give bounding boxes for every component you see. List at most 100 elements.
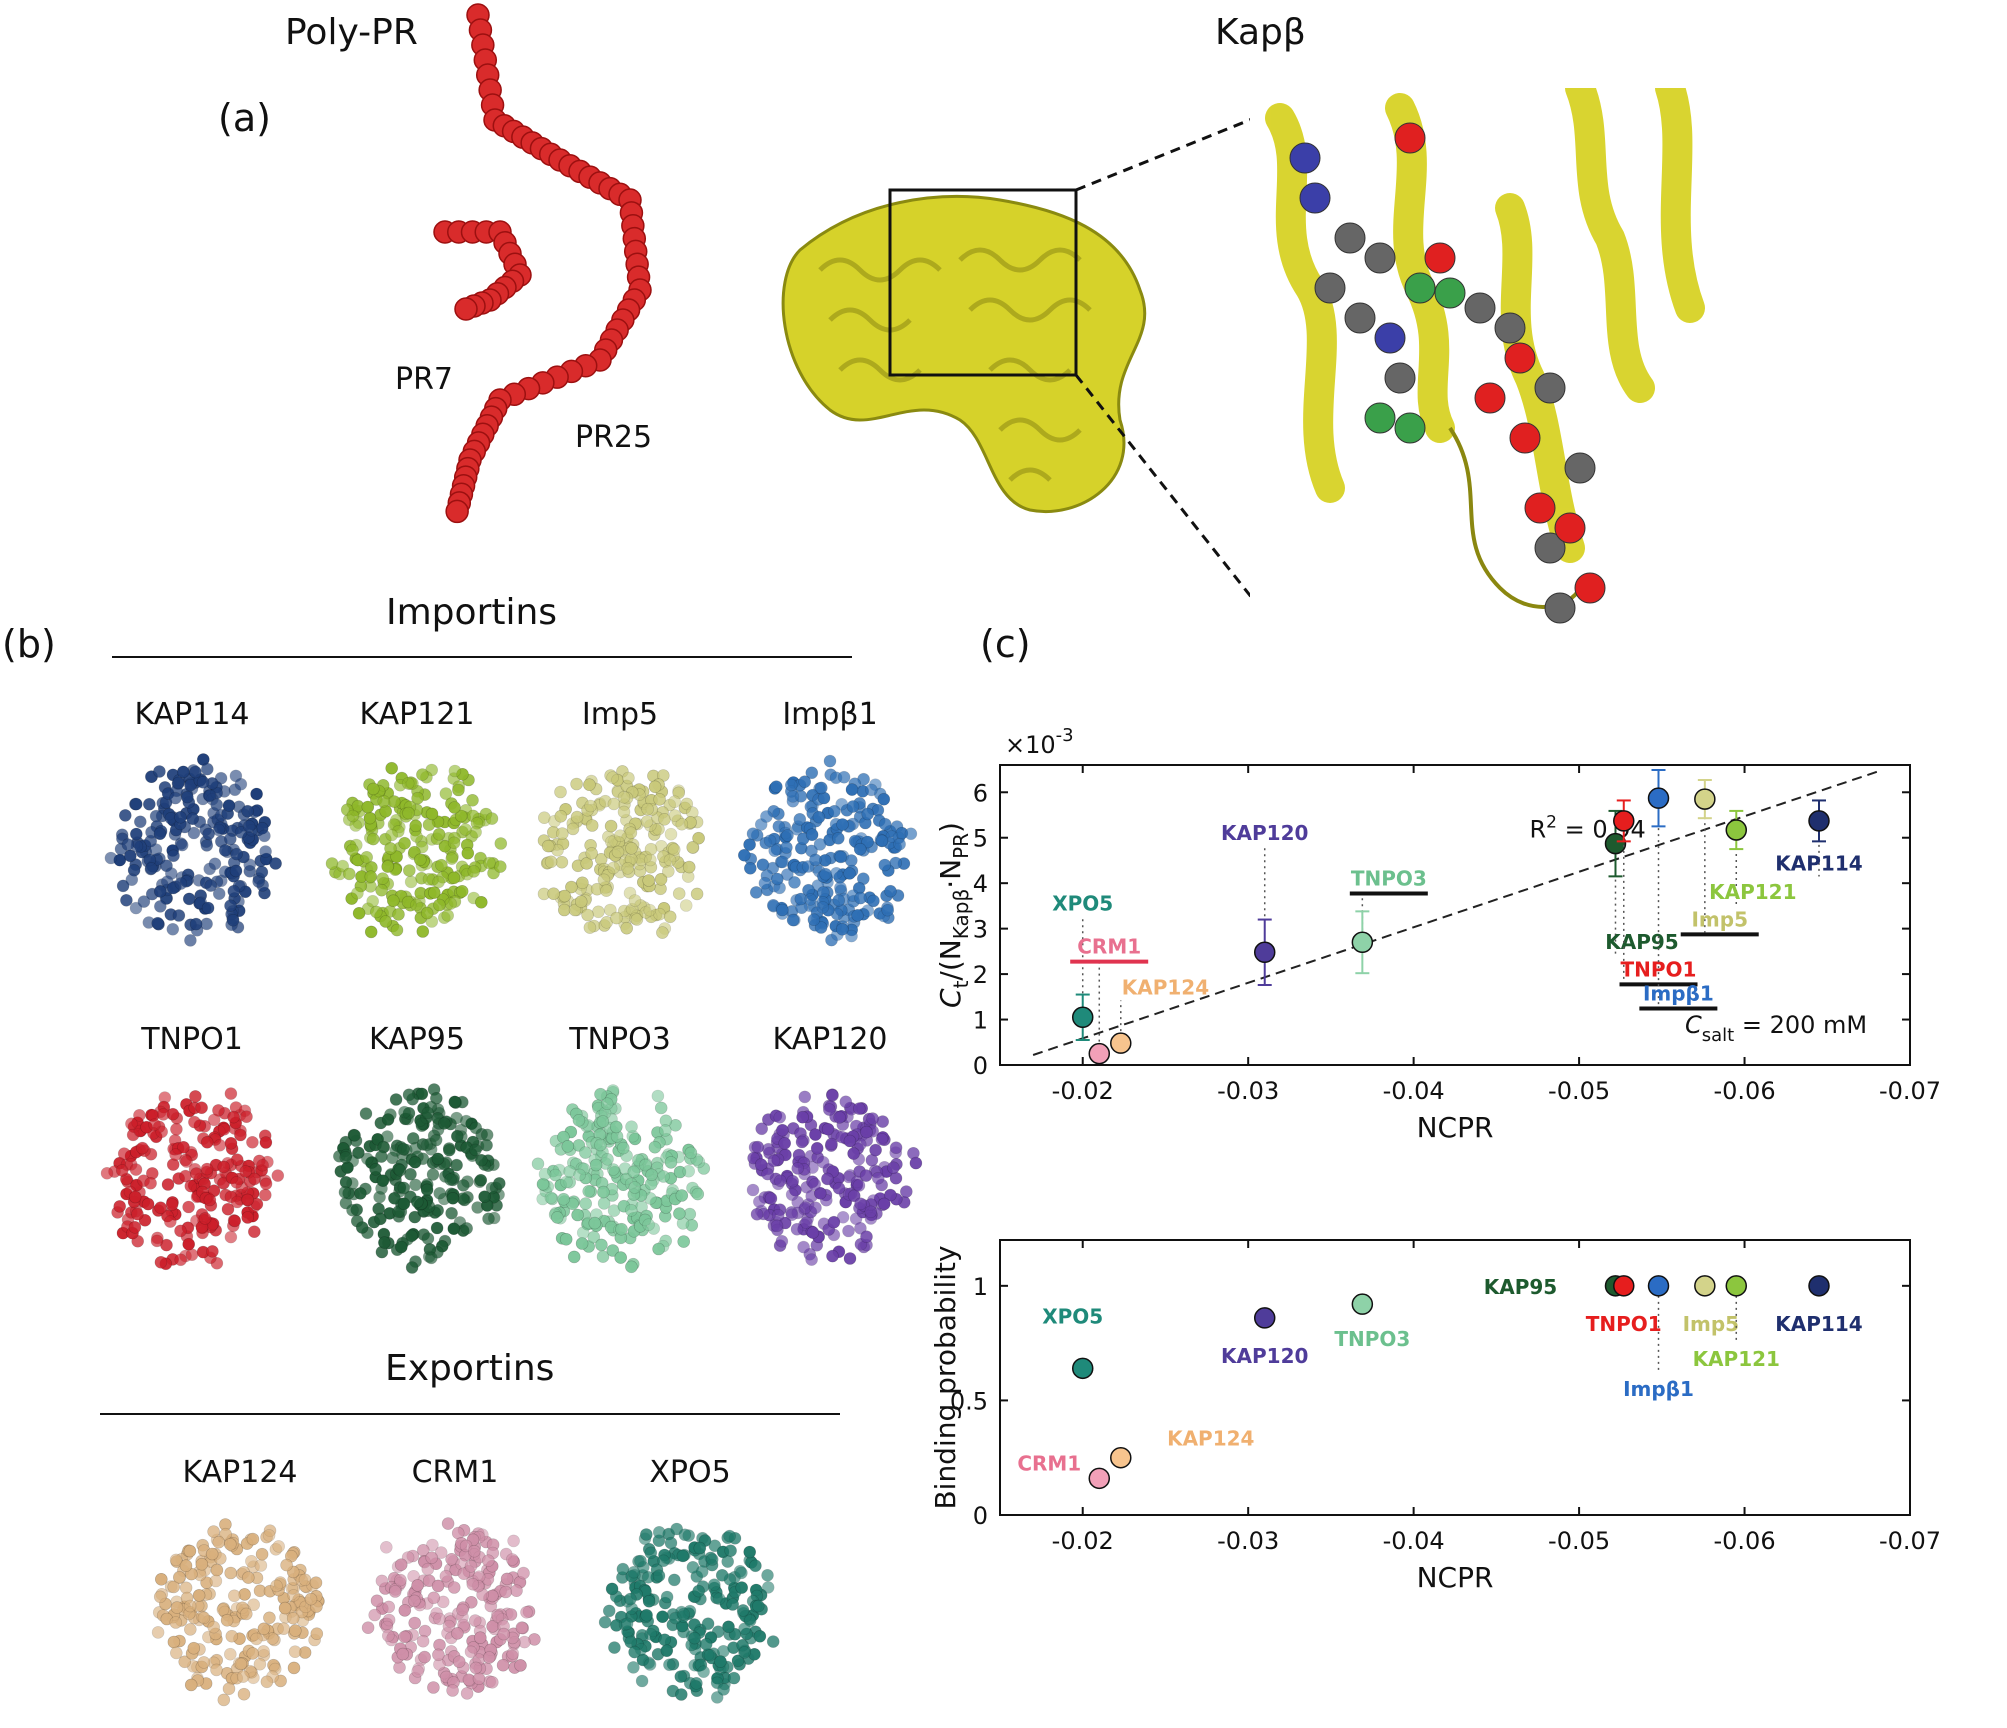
zoom-residue-bead (1564, 452, 1596, 484)
importin-structure-image (332, 1083, 506, 1274)
point-label: KAP114 (1775, 1312, 1862, 1336)
importin-name: KAP121 (359, 697, 475, 732)
zoom-residue-bead (1509, 422, 1541, 454)
zoom-residue-bead (1534, 532, 1566, 564)
zoom-beads (1289, 122, 1606, 624)
point-label: KAP95 (1605, 930, 1678, 954)
y-tick-label: 1 (973, 1273, 988, 1301)
importin-name: TNPO1 (141, 1022, 243, 1057)
importin-name: KAP120 (772, 1022, 888, 1057)
importin-name: Impβ1 (782, 697, 878, 732)
x-tick-label: -0.05 (1548, 1077, 1610, 1105)
point-label: XPO5 (1042, 1304, 1103, 1328)
exportin-name: KAP124 (182, 1455, 298, 1490)
zoom-residue-bead (1554, 512, 1586, 544)
importin-name: KAP114 (134, 697, 250, 732)
y-tick-label: 6 (973, 779, 988, 807)
x-axis-label: NCPR (1417, 1111, 1494, 1144)
pr25-label: PR25 (575, 420, 653, 455)
y-tick-label: 4 (973, 870, 988, 898)
polypr-chains-image (433, 3, 652, 524)
x-tick-label: -0.06 (1713, 1527, 1775, 1555)
pr7-label: PR7 (395, 362, 454, 397)
y-tick-label: 3 (973, 916, 988, 944)
importin-structure-image (325, 761, 508, 939)
zoom-residue-bead (1494, 312, 1526, 344)
zoom-lines (1074, 113, 1263, 599)
importins-rule (112, 656, 852, 658)
zoom-residue-bead (1474, 382, 1506, 414)
zoom-residue-bead (1364, 242, 1396, 274)
x-tick-label: -0.06 (1713, 1077, 1775, 1105)
zoom-residue-bead (1574, 572, 1606, 604)
point-tnpo3 (1351, 931, 1374, 954)
zoom-residue-bead (1289, 142, 1321, 174)
zoom-box (888, 188, 1078, 377)
point-imp5 (1694, 788, 1716, 810)
point-label: KAP121 (1709, 880, 1796, 904)
importin-structure-image (738, 754, 918, 947)
point-impβ1 (1647, 787, 1670, 809)
point-label: KAP114 (1775, 851, 1862, 875)
exportin-structure-image (598, 1522, 780, 1704)
exportin-structure-image (361, 1517, 541, 1700)
exportins-rule (100, 1413, 840, 1415)
zoom-residue-bead (1364, 402, 1396, 434)
importin-name: KAP95 (369, 1022, 465, 1057)
point-label: KAP120 (1221, 1344, 1308, 1368)
importin-structure-image (537, 765, 705, 939)
kap-zoom-detail-image (1250, 88, 1710, 628)
kap-title: Kapβ (1215, 12, 1306, 53)
panel-b-tag: (b) (2, 622, 56, 666)
exportins-title: Exportins (385, 1348, 555, 1389)
importins-title: Importins (386, 592, 558, 633)
point-label: Impβ1 (1623, 1377, 1694, 1401)
bottom-chart: -0.02 -0.03 -0.04 -0.05 -0.06 -0.07 0 0.5 1 NCPR B… (929, 1239, 1941, 1594)
importin-structure-image (746, 1088, 923, 1266)
x-tick-label: -0.07 (1879, 1527, 1941, 1555)
pr25-bead (445, 499, 469, 524)
point-kap120 (1253, 1307, 1276, 1329)
zoom-residue-bead (1434, 277, 1466, 309)
panel-a-tag: (a) (218, 96, 271, 140)
importin-name: TNPO3 (569, 1022, 671, 1057)
zoom-residue-bead (1524, 492, 1556, 524)
zoom-residue-bead (1534, 372, 1566, 404)
point-xpo5 (1071, 1006, 1094, 1029)
x-tick-label: -0.04 (1383, 1077, 1445, 1105)
kap-ribbon-blob (781, 195, 1147, 513)
exportin-structure-image (151, 1518, 325, 1707)
point-kap124 (1110, 1032, 1132, 1054)
point-tnpo1 (1613, 1275, 1635, 1297)
x-tick-label: -0.05 (1548, 1527, 1610, 1555)
kap-structure-image (781, 188, 1147, 513)
zoom-residue-bead (1464, 292, 1496, 324)
y-tick-label: 0.5 (950, 1387, 988, 1415)
point-crm1 (1088, 1042, 1111, 1065)
point-kap114 (1808, 1275, 1830, 1297)
point-tnpo1 (1613, 810, 1635, 832)
point-xpo5 (1071, 1357, 1094, 1380)
csalt-annotation: Csalt = 200 mM (1685, 1011, 1867, 1046)
importin-structure-image (531, 1084, 711, 1274)
zoom-residue-bead (1299, 182, 1331, 214)
x-tick-label: -0.02 (1052, 1077, 1114, 1105)
top-chart: -0.02 -0.03 -0.04 -0.05 -0.06 -0.07 0 1 2 3 4 5 6 NCP… (934, 725, 1941, 1144)
point-label: KAP124 (1122, 976, 1209, 1000)
point-tnpo3 (1351, 1293, 1374, 1315)
point-label: XPO5 (1052, 891, 1113, 915)
point-impβ1 (1647, 1275, 1670, 1297)
plot-frame (999, 1239, 1911, 1516)
y-tick-label: 5 (973, 825, 988, 853)
point-label: CRM1 (1077, 935, 1141, 959)
x-tick-label: -0.04 (1383, 1527, 1445, 1555)
point-label: CRM1 (1017, 1451, 1081, 1475)
r2-annotation: R2 = 0.94 (1529, 813, 1645, 844)
pr7-bead (454, 297, 478, 321)
importin-structure-image (100, 1087, 285, 1271)
exportin-name: XPO5 (649, 1455, 731, 1490)
point-kap95 (1604, 832, 1627, 855)
zoom-residue-bead (1344, 302, 1376, 334)
x-tick-label: -0.07 (1879, 1077, 1941, 1105)
point-label: Imp5 (1683, 1312, 1740, 1336)
